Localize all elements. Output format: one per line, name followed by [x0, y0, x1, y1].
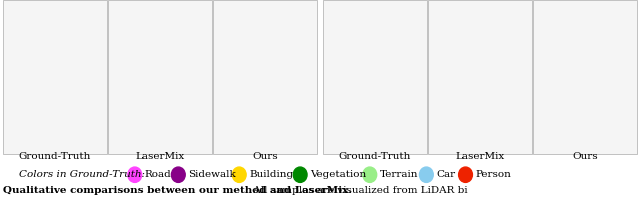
Text: Qualitative comparisons between our method and LaserMix.: Qualitative comparisons between our meth…	[3, 186, 352, 195]
Text: Person: Person	[476, 170, 511, 179]
Ellipse shape	[363, 167, 377, 182]
Text: Terrain: Terrain	[380, 170, 419, 179]
Ellipse shape	[172, 167, 185, 182]
FancyBboxPatch shape	[213, 0, 317, 154]
Text: All samples are visualized from LiDAR bi: All samples are visualized from LiDAR bi	[250, 186, 468, 195]
Text: Colors in Ground-Truth:: Colors in Ground-Truth:	[19, 170, 145, 179]
FancyBboxPatch shape	[323, 0, 427, 154]
Text: Ground-Truth: Ground-Truth	[339, 152, 412, 161]
Ellipse shape	[128, 167, 141, 182]
Ellipse shape	[232, 167, 246, 182]
FancyBboxPatch shape	[3, 0, 107, 154]
Text: Ours: Ours	[572, 152, 598, 161]
Text: Ground-Truth: Ground-Truth	[19, 152, 92, 161]
Text: Car: Car	[436, 170, 456, 179]
Text: LaserMix: LaserMix	[456, 152, 504, 161]
FancyBboxPatch shape	[428, 0, 532, 154]
FancyBboxPatch shape	[108, 0, 212, 154]
Text: Road: Road	[145, 170, 172, 179]
Text: Sidewalk: Sidewalk	[188, 170, 236, 179]
Text: Building: Building	[250, 170, 294, 179]
Ellipse shape	[419, 167, 433, 182]
FancyBboxPatch shape	[533, 0, 637, 154]
Text: Ours: Ours	[252, 152, 278, 161]
Text: Vegetation: Vegetation	[310, 170, 367, 179]
Text: LaserMix: LaserMix	[136, 152, 184, 161]
Ellipse shape	[459, 167, 472, 182]
Ellipse shape	[293, 167, 307, 182]
